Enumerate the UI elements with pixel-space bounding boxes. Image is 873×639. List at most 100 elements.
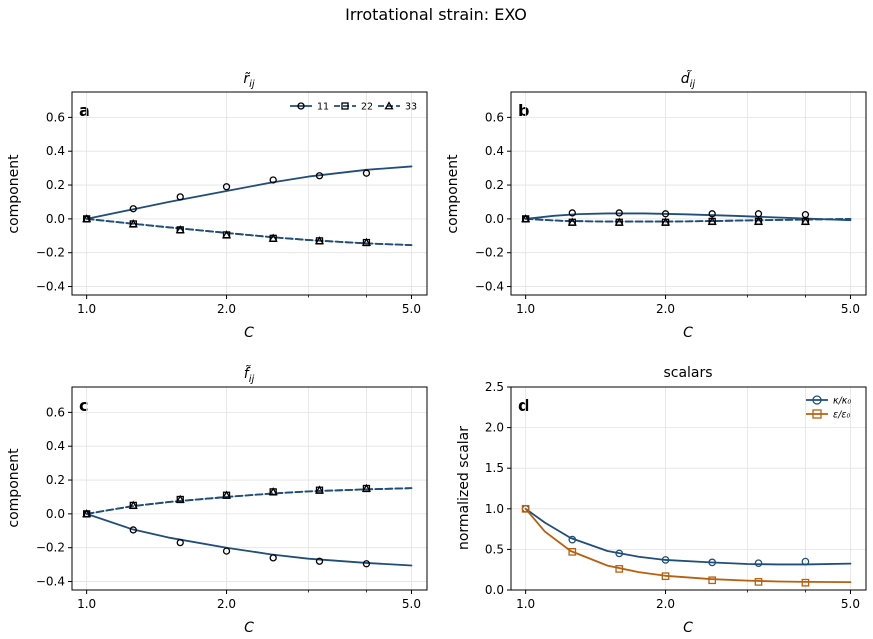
panel-c-title-sub: ij <box>249 374 255 385</box>
data-point-c-0 <box>315 557 324 565</box>
data-point-b-2 <box>753 216 764 225</box>
panel-b-xlabel: C <box>683 325 693 341</box>
x-tick-label: 5.0 <box>402 597 421 611</box>
panel-c-letter: c <box>79 396 88 415</box>
data-point-a-0 <box>129 205 137 213</box>
y-tick-label: 0.6 <box>46 110 65 124</box>
panel-d-title-main: scalars <box>663 365 712 381</box>
panel-b-title: d̃ij <box>681 70 696 90</box>
legend-marker <box>812 395 822 405</box>
panel-d: scalars d C normalized scalar <box>456 365 713 636</box>
y-tick-label: 0.6 <box>46 405 65 419</box>
data-point-a-2 <box>268 233 278 242</box>
data-point-c-2 <box>268 487 278 496</box>
series-line-c-2 <box>85 487 413 515</box>
plot-area-a: 1.0 2.0 5.0 −0.4 −0.2 0.0 0.2 0.4 0.6 11 22 33 <box>36 91 428 316</box>
y-tick-label: −0.2 <box>475 246 504 260</box>
data-point-b-2 <box>800 216 810 225</box>
panel-c: f̃ij c C component <box>6 365 254 636</box>
x-tick-label: 5.0 <box>402 302 421 316</box>
x-tick-label: 1.0 <box>516 302 535 316</box>
legend-marker <box>341 102 349 110</box>
series-line-d-1 <box>524 507 852 584</box>
series-group <box>521 209 852 226</box>
data-point-d-1 <box>754 578 763 586</box>
y-tick-label: 0.4 <box>46 144 65 158</box>
data-point-c-0 <box>269 554 277 562</box>
axes-frame <box>71 386 428 591</box>
panel-a-ylabel: component <box>6 154 22 234</box>
series-group <box>82 483 413 568</box>
data-point-d-1 <box>521 504 530 513</box>
y-tick-label: −0.4 <box>36 575 65 589</box>
panel-c-xlabel: C <box>244 620 254 636</box>
data-point-a-2 <box>221 230 232 239</box>
y-tick-label: 0.2 <box>46 473 65 487</box>
data-point-a-0 <box>362 169 371 177</box>
legend-label: ε/ε₀ <box>833 410 850 421</box>
axes-frame <box>510 386 867 591</box>
panel-d-title: scalars <box>663 365 712 381</box>
y-tick-label: 0.2 <box>46 178 65 192</box>
data-point-d-0 <box>708 558 717 567</box>
x-tick-label: 2.0 <box>217 597 236 611</box>
series-line-c-1 <box>85 487 413 515</box>
x-tick-label: 5.0 <box>841 302 860 316</box>
panel-b-title-main: d̃ <box>681 70 693 87</box>
x-tick-label: 1.0 <box>77 302 96 316</box>
data-point-a-0 <box>222 183 231 191</box>
y-tick-label: 0.4 <box>46 439 65 453</box>
panel-a-title-main: r̃ <box>243 71 250 87</box>
legend-label: κ/κ₀ <box>833 396 851 407</box>
series-line-a-2 <box>85 217 413 247</box>
x-tick-label: 1.0 <box>77 597 96 611</box>
data-point-b-2 <box>707 216 717 225</box>
panel-a-letter: a <box>79 101 90 120</box>
x-tick-label: 5.0 <box>841 597 860 611</box>
data-point-d-0 <box>801 557 810 566</box>
y-tick-label: 0.0 <box>485 583 504 597</box>
y-tick-label: 2.0 <box>485 421 504 435</box>
data-point-a-2 <box>314 236 325 245</box>
y-tick-label: 0.2 <box>485 178 504 192</box>
data-point-d-0 <box>568 535 577 544</box>
x-tick-label: 2.0 <box>656 302 675 316</box>
data-point-a-0 <box>269 176 277 184</box>
data-point-d-1 <box>708 576 717 585</box>
data-point-a-2 <box>175 225 185 234</box>
data-point-b-2 <box>521 214 531 223</box>
y-tick-label: 0.4 <box>485 144 504 158</box>
y-tick-label: −0.2 <box>36 246 65 260</box>
panel-a-xlabel: C <box>244 325 254 341</box>
data-point-c-0 <box>129 526 137 534</box>
data-point-c-0 <box>176 538 184 547</box>
data-point-d-1 <box>801 578 810 587</box>
plot-area-d: 1.0 2.0 5.0 0.0 0.5 1.0 1.5 2.0 2.5 κ/κ₀ ε/ε₀ <box>485 380 867 611</box>
legend-marker <box>812 409 822 419</box>
data-point-a-2 <box>128 219 138 228</box>
data-point-c-2 <box>314 485 325 494</box>
y-tick-label: 1.0 <box>485 502 504 516</box>
data-point-a-2 <box>361 237 371 246</box>
data-point-b-2 <box>567 217 577 226</box>
data-point-d-0 <box>661 556 670 564</box>
panel-c-title-main: f̃ <box>244 365 252 382</box>
data-point-c-2 <box>221 490 232 499</box>
series-line-d-0 <box>524 507 852 566</box>
data-point-b-0 <box>615 209 623 217</box>
figure-suptitle: Irrotational strain: EXO <box>345 5 527 24</box>
y-tick-label: −0.2 <box>36 541 65 555</box>
legend-a: 11 22 33 <box>290 101 417 113</box>
y-tick-label: −0.4 <box>36 280 65 294</box>
x-tick-label: 2.0 <box>217 302 236 316</box>
data-point-c-2 <box>175 494 185 503</box>
data-point-c-0 <box>222 547 231 555</box>
data-point-d-0 <box>754 559 763 568</box>
panel-c-title: f̃ij <box>244 365 255 385</box>
panel-a-title-sub: ij <box>249 79 255 90</box>
panel-d-letter: d <box>518 396 529 415</box>
panel-a-title: r̃ij <box>243 71 255 90</box>
series-line-a-1 <box>85 217 413 247</box>
data-point-b-0 <box>661 210 670 218</box>
